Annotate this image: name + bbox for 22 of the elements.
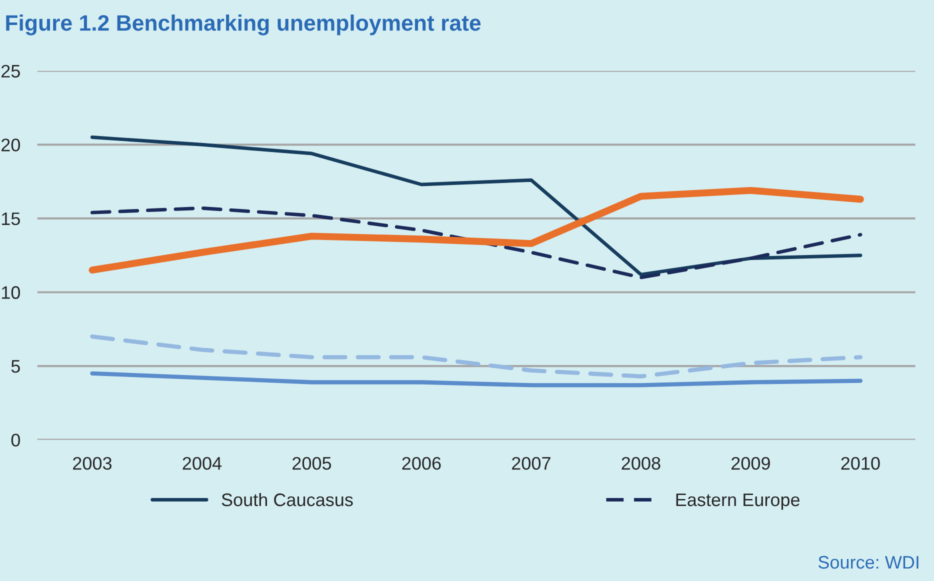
x-tick-label: 2009 xyxy=(732,456,770,470)
x-tick-label: 2003 xyxy=(73,456,112,470)
x-tick-label: 2005 xyxy=(292,456,332,470)
line-series xyxy=(90,206,862,280)
y-tick-label: 5 xyxy=(11,360,20,373)
line-series xyxy=(90,371,863,388)
y-tick-label: 0 xyxy=(11,434,20,447)
y-tick-label: 20 xyxy=(2,138,20,152)
y-tick-label: 25 xyxy=(2,64,20,78)
y-tick-label: 10 xyxy=(2,286,20,299)
line-series xyxy=(90,136,862,276)
x-tick-label: 2007 xyxy=(512,456,550,470)
chart-title: Figure 1.2 Benchmarking unemployment rate xyxy=(6,14,481,36)
line-series xyxy=(90,334,863,378)
legend-label: Eastern Europe xyxy=(676,494,800,510)
source-note: Source: WDI xyxy=(818,556,918,569)
x-tick-label: 2006 xyxy=(402,456,441,470)
x-tick-label: 2004 xyxy=(182,456,222,470)
legend-label: South Caucasus xyxy=(222,492,353,506)
x-tick-label: 2008 xyxy=(622,456,660,470)
y-tick-label: 15 xyxy=(2,212,20,226)
x-tick-label: 2010 xyxy=(841,456,880,470)
